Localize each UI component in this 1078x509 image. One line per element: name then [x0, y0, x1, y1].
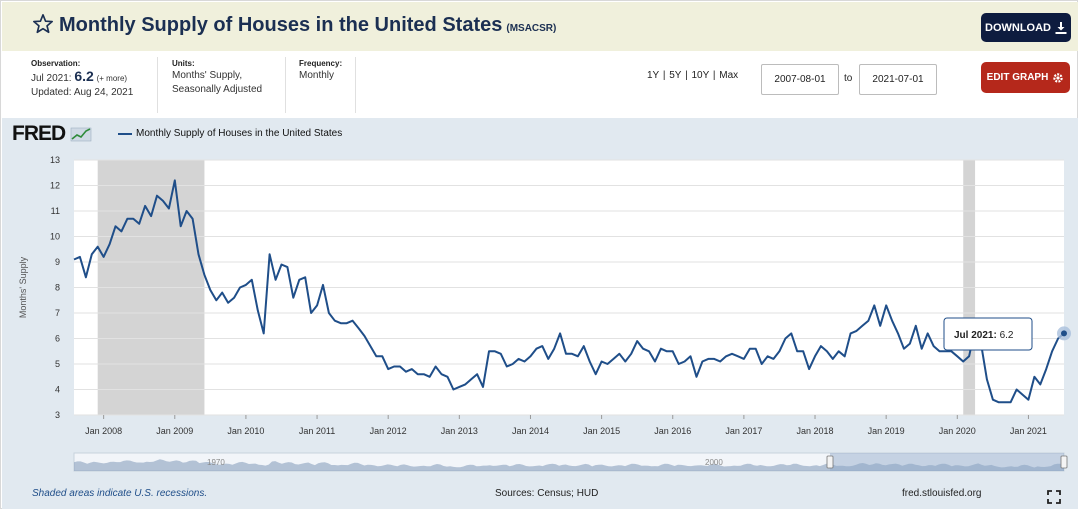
x-tick-label: Jan 2015	[583, 426, 620, 436]
units-line2: Seasonally Adjusted	[172, 84, 263, 95]
y-tick-label: 13	[50, 155, 60, 165]
fullscreen-icon[interactable]	[1047, 490, 1061, 504]
range-5y-link[interactable]: 5Y	[669, 70, 682, 81]
y-tick-label: 3	[55, 410, 60, 420]
site-url[interactable]: fred.stlouisfed.org	[902, 488, 982, 499]
end-date-input[interactable]: 2021-07-01	[859, 64, 937, 95]
range-10y-link[interactable]: 10Y	[691, 70, 710, 81]
fred-logo-text: FRED	[12, 122, 66, 145]
sources-text: Sources: Census; HUD	[495, 488, 599, 499]
star-outline-icon[interactable]	[32, 13, 54, 35]
navigator-selection[interactable]	[830, 453, 1064, 471]
range-1y-link[interactable]: 1Y	[647, 70, 660, 81]
chart-legend[interactable]: Monthly Supply of Houses in the United S…	[118, 128, 342, 139]
tooltip-text: Jul 2021: 6.2	[954, 330, 1014, 341]
to-label: to	[844, 73, 853, 84]
observation-more-link[interactable]: (+ more)	[96, 74, 128, 83]
observation-box	[15, 57, 158, 113]
y-tick-label: 5	[55, 359, 60, 369]
x-tick-label: Jan 2016	[654, 426, 691, 436]
y-tick-label: 10	[50, 232, 60, 242]
y-tick-label: 4	[55, 385, 60, 395]
x-tick-label: Jan 2014	[512, 426, 549, 436]
units-label: Units:	[172, 59, 195, 68]
observation-label: Observation:	[31, 59, 81, 68]
navigator-handle-left[interactable]	[826, 455, 834, 469]
chart-area: FRED Monthly Supply of Houses in the Uni…	[2, 118, 1078, 509]
x-tick-label: Jan 2013	[441, 426, 478, 436]
x-tick-label: Jan 2019	[868, 426, 905, 436]
download-button[interactable]: DOWNLOAD	[981, 13, 1071, 42]
title-bar: Monthly Supply of Houses in the United S…	[2, 2, 1078, 51]
start-date-input[interactable]: 2007-08-01	[761, 64, 839, 95]
observation-line: Jul 2021: 6.2 (+ more)	[31, 69, 133, 86]
recession-note: Shaded areas indicate U.S. recessions.	[32, 488, 208, 499]
download-label: DOWNLOAD	[985, 21, 1051, 34]
navigator-handle-right[interactable]	[1060, 455, 1068, 469]
units-info: Units: Months' Supply, Seasonally Adjust…	[172, 59, 262, 97]
legend-swatch	[118, 132, 132, 135]
range-separator: |	[712, 70, 716, 81]
x-tick-label: Jan 2010	[227, 426, 264, 436]
x-tick-label: Jan 2021	[1010, 426, 1047, 436]
x-tick-label: Jan 2020	[939, 426, 976, 436]
tooltip-box	[943, 317, 1033, 351]
line-chart[interactable]: 3 4 5 6 7 8 9 10 11 12 13 Jan 2008 Jan 2009 Jan 2010 J…	[2, 118, 1078, 509]
x-tick-label: Jan 2008	[85, 426, 122, 436]
observation-value: 6.2	[74, 68, 94, 84]
download-icon	[1055, 21, 1067, 34]
y-tick-label: 9	[55, 257, 60, 267]
navigator-label: 2000	[705, 458, 723, 467]
page-title: Monthly Supply of Houses in the United S…	[59, 14, 556, 37]
units-line1: Months' Supply,	[172, 70, 243, 81]
fred-chart-logo-icon	[70, 128, 92, 142]
range-separator: |	[685, 70, 688, 81]
range-max-link[interactable]: Max	[719, 70, 739, 81]
x-tick-label: Jan 2017	[725, 426, 762, 436]
hover-marker	[1061, 330, 1067, 337]
units-box	[158, 57, 286, 113]
edit-graph-button[interactable]: EDIT GRAPH	[981, 62, 1070, 93]
edit-graph-label: EDIT GRAPH	[986, 72, 1049, 83]
frequency-value: Monthly	[299, 70, 335, 81]
range-separator: |	[662, 70, 666, 81]
frequency-info: Frequency: Monthly	[299, 59, 342, 83]
navigator-area	[74, 459, 1064, 471]
x-tick-label: Jan 2009	[156, 426, 193, 436]
navigator-label: 1970	[207, 458, 225, 467]
x-tick-label: Jan 2018	[796, 426, 833, 436]
legend-label: Monthly Supply of Houses in the United S…	[136, 128, 343, 139]
y-tick-label: 12	[50, 181, 60, 191]
updated-date: Updated: Aug 24, 2021	[31, 87, 134, 98]
y-tick-label: 6	[55, 334, 60, 344]
y-tick-label: 7	[55, 308, 60, 318]
frequency-box	[286, 57, 356, 113]
observation-date: Jul 2021:	[31, 73, 72, 84]
frequency-label: Frequency:	[299, 59, 343, 68]
y-tick-label: 11	[51, 206, 60, 216]
series-title: Monthly Supply of Houses in the United S…	[59, 14, 503, 36]
y-axis-label: Months' Supply	[18, 256, 28, 318]
x-tick-label: Jan 2012	[370, 426, 407, 436]
x-tick-label: Jan 2011	[299, 426, 335, 436]
y-tick-label: 8	[55, 283, 60, 293]
series-id: (MSACSR)	[506, 23, 557, 34]
range-selector: 1Y | 5Y | 10Y | Max	[647, 70, 738, 81]
gear-icon	[1053, 72, 1064, 83]
observation-info: Observation: Jul 2021: 6.2 (+ more) Upda…	[31, 59, 133, 100]
series-line[interactable]	[73, 179, 1065, 404]
fred-logo: FRED	[12, 122, 92, 146]
